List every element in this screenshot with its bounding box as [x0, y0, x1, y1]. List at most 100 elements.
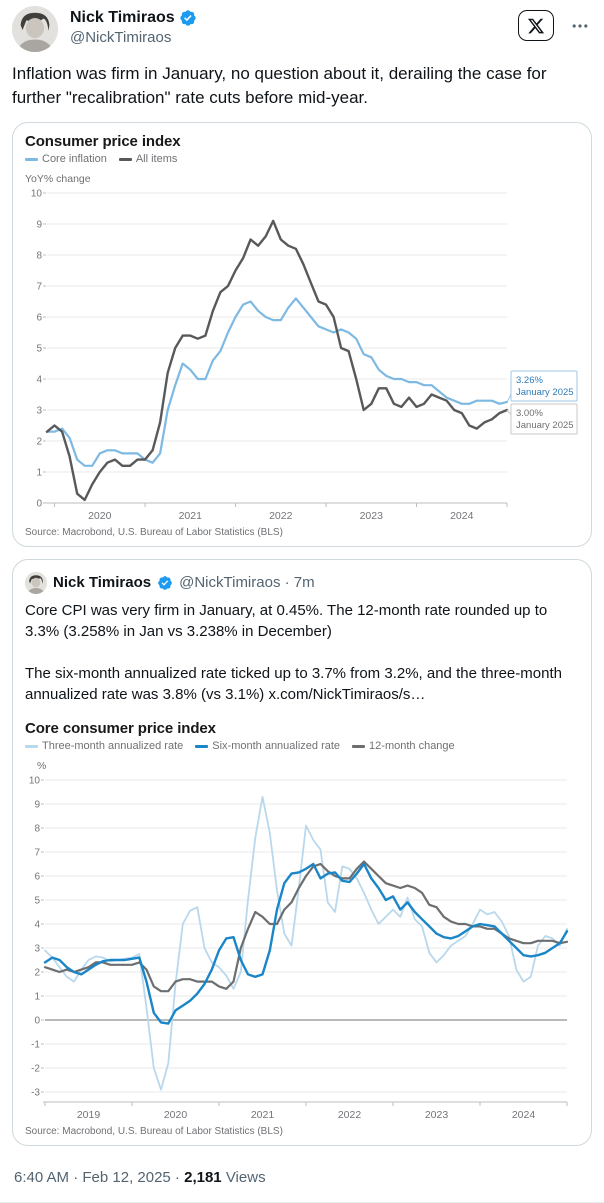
legend-swatch [25, 744, 38, 748]
x-tick-label: 2020 [164, 1109, 188, 1121]
x-logo-icon [527, 18, 545, 33]
y-tick-label: 3 [34, 944, 40, 955]
series-line-12-month-change [43, 860, 569, 993]
annotation-value-label: 3.00% [516, 408, 543, 419]
legend-label: Three-month annualized rate [42, 740, 184, 752]
x-tick-label: 2021 [179, 510, 203, 522]
legend-label: Six-month annualized rate [212, 740, 341, 752]
series-line-core-inflation [45, 297, 509, 467]
x-tick-label: 2023 [425, 1109, 449, 1121]
annotation-value-label: 3.26% [516, 375, 543, 386]
views-label: Views [225, 1169, 266, 1186]
legend-swatch [25, 157, 38, 161]
y-tick-label: 8 [36, 251, 42, 262]
y-tick-label: -2 [31, 1064, 40, 1075]
legend-item: All items [118, 153, 178, 165]
legend-item: Six-month annualized rate [195, 740, 340, 752]
annotation-box [510, 370, 578, 402]
y-tick-label: -1 [31, 1040, 40, 1051]
timestamp: 6:40 AM · Feb 12, 2025 · [14, 1169, 180, 1186]
annotation-date-label: January 2025 [516, 387, 574, 398]
quoted-avatar-image [25, 572, 47, 594]
quoted-verified-badge-icon [158, 576, 172, 590]
cpi-chart-card[interactable]: Consumer price index Core inflation All i… [12, 122, 592, 547]
avatar[interactable] [12, 6, 58, 52]
chart-title: Consumer price index [25, 133, 181, 150]
quoted-display-name: Nick Timiraos [53, 574, 152, 591]
verified-badge-icon [179, 10, 196, 26]
y-tick-label: 8 [34, 824, 40, 835]
quoted-paragraph-2: The six-month annualized rate ticked up … [25, 663, 579, 705]
quoted-paragraph-1: Core CPI was very firm in January, at 0.… [25, 602, 548, 640]
views-count: 2,181 [184, 1169, 222, 1186]
more-ellipsis-icon [572, 23, 588, 28]
y-tick-label: 1 [34, 992, 40, 1003]
author-block: Nick Timiraos @NickTimiraos [70, 6, 518, 48]
legend-label: Core inflation [42, 153, 107, 165]
header-actions [518, 6, 592, 41]
x-tick-label: 2024 [450, 510, 474, 522]
user-handle[interactable]: @NickTimiraos [70, 29, 172, 46]
y-tick-label: 0 [36, 499, 42, 510]
quoted-tweet-text: Core CPI was very firm in January, at 0.… [25, 600, 579, 705]
legend-item: Three-month annualized rate [25, 740, 183, 752]
avatar-image [12, 6, 58, 52]
y-tick-label: 5 [34, 896, 40, 907]
y-tick-label: 9 [36, 220, 42, 231]
y-axis-unit-label: % [37, 760, 47, 772]
chart-legend: Core inflation All items [25, 153, 579, 165]
chart-source-note: Source: Macrobond, U.S. Bureau of Labor … [25, 1126, 283, 1137]
x-tick-label: 2022 [338, 1109, 362, 1121]
x-tick-label: 2019 [77, 1109, 101, 1121]
y-tick-label: 4 [36, 375, 42, 386]
chart-source-note: Source: Macrobond, U.S. Bureau of Labor … [25, 527, 283, 538]
core-cpi-line-chart: -3 -2 -1 0 1 2 3 4 5 6 7 8 9 10 2019 2020 2021 2022 2023 20… [29, 776, 569, 1121]
tweet-text: Inflation was firm in January, no questi… [12, 64, 547, 107]
series-line-six-month-annualized-rate [43, 862, 569, 1025]
y-tick-label: 6 [34, 872, 40, 883]
y-tick-label: 4 [34, 920, 40, 931]
quoted-tweet-card[interactable]: Nick Timiraos @NickTimiraos · 7m Core CP… [12, 559, 592, 1146]
y-tick-label: 5 [36, 344, 42, 355]
annotation-box [510, 403, 578, 435]
quoted-tweet-header: Nick Timiraos @NickTimiraos · 7m [25, 570, 579, 596]
more-button[interactable] [568, 14, 592, 38]
legend-swatch [118, 157, 132, 161]
y-tick-label: 10 [29, 776, 41, 787]
y-tick-label: 2 [36, 437, 42, 448]
timestamp-row: 6:40 AM · Feb 12, 2025 · 2,181 Views [12, 1158, 592, 1202]
series-line-three-month-annualized-rate [44, 795, 568, 1091]
tweet-header: Nick Timiraos @NickTimiraos [12, 4, 592, 60]
y-tick-label: 9 [34, 800, 40, 811]
y-tick-label: 10 [31, 189, 43, 200]
x-tick-label: 2021 [251, 1109, 275, 1121]
y-tick-label: 2 [34, 968, 40, 979]
x-tick-label: 2020 [88, 510, 112, 522]
y-tick-label: 6 [36, 313, 42, 324]
legend-swatch [352, 744, 366, 748]
x-tick-label: 2023 [360, 510, 384, 522]
legend-label: 12-month change [369, 740, 455, 752]
chart-legend: Three-month annualized rate Six-month ann… [25, 740, 579, 752]
core-cpi-chart-block: Core consumer price index Three-month an… [25, 720, 579, 1137]
quoted-avatar [25, 572, 47, 594]
y-tick-label: 7 [34, 848, 40, 859]
y-tick-label: 3 [36, 406, 42, 417]
y-tick-label: 1 [36, 468, 42, 479]
legend-swatch [195, 744, 209, 748]
legend-label: All items [135, 153, 178, 165]
y-tick-label: 7 [36, 282, 42, 293]
legend-item: Core inflation [25, 153, 107, 165]
annotation-date-label: January 2025 [516, 420, 574, 431]
quoted-paragraph-2-text: The six-month annualized rate ticked up … [25, 665, 562, 703]
x-tick-label: 2024 [512, 1109, 536, 1121]
y-tick-label: 0 [34, 1016, 40, 1027]
quoted-link[interactable]: x.com/NickTimiraos/s… [268, 686, 426, 703]
series-line-all-items [45, 219, 509, 502]
y-tick-label: -3 [31, 1088, 40, 1099]
quoted-handle-time: @NickTimiraos · 7m [179, 574, 315, 591]
grok-button[interactable] [518, 10, 554, 41]
display-name[interactable]: Nick Timiraos [70, 9, 175, 26]
